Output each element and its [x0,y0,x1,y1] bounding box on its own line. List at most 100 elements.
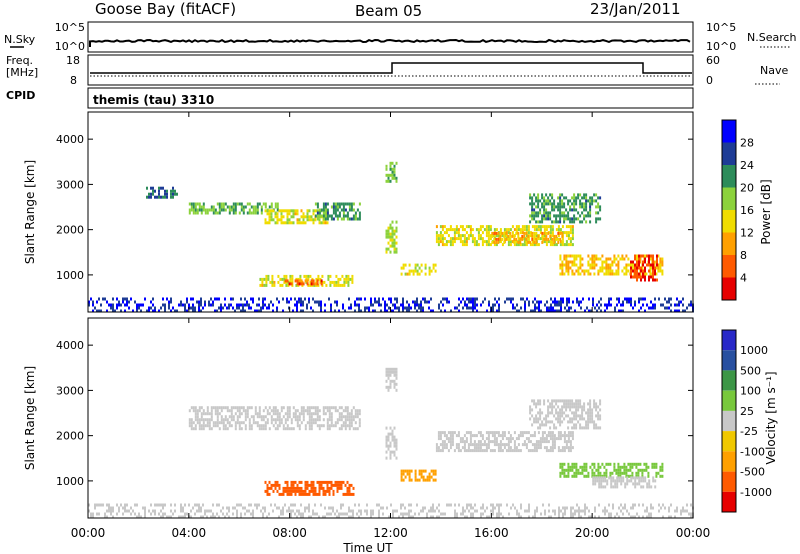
heatmap-cell [439,240,442,244]
heatmap-cell [469,443,472,447]
heatmap-cell [468,509,470,513]
heatmap-cell [226,421,229,425]
heatmap-cell [404,512,406,516]
heatmap-cell [406,472,409,476]
heatmap-cell [565,257,568,261]
heatmap-cell [244,415,247,419]
heatmap-cell [162,297,164,301]
heatmap-cell [432,515,434,519]
heatmap-cell [666,306,668,310]
heatmap-cell [559,471,562,475]
heatmap-cell [439,234,442,238]
heatmap-cell [318,418,321,422]
heatmap-cell [481,443,484,447]
heatmap-cell [565,231,568,235]
heatmap-cell [385,235,388,239]
heatmap-cell [160,306,162,310]
heatmap-cell [347,283,350,287]
heatmap-cell [567,431,570,435]
heatmap-cell [585,426,588,430]
heatmap-cell [292,215,295,219]
heatmap-cell [545,214,548,218]
heatmap-cell [575,196,578,200]
heatmap-cell [531,217,534,221]
heatmap-cell [607,257,610,261]
heatmap-cell [210,409,213,413]
heatmap-cell [285,283,288,287]
heatmap-cell [138,306,140,310]
heatmap-cell [212,503,214,507]
heatmap-cell [518,515,520,519]
heatmap-cell [414,300,416,304]
heatmap-cell [597,269,600,273]
heatmap-cell [535,240,538,244]
heatmap-cell [559,237,562,241]
heatmap-cell [226,418,229,422]
heatmap-cell [622,479,625,483]
heatmap-cell [578,506,580,510]
heatmap-cell [650,503,652,507]
heatmap-cell [500,503,502,507]
heatmap-cell [188,424,191,428]
heatmap-cell [424,266,427,270]
heatmap-cell [439,231,442,235]
heatmap-cell [144,512,146,516]
heatmap-cell [288,209,291,213]
heatmap-cell [443,443,446,447]
heatmap-cell [395,220,398,224]
heatmap-cell [282,492,285,496]
heatmap-cell [521,225,524,229]
heatmap-cell [534,303,536,307]
heatmap-cell [309,283,312,287]
heatmap-cell [491,431,494,435]
heatmap-cell [509,237,512,241]
heatmap-cell [444,297,446,301]
heatmap-cell [202,202,205,206]
heatmap-cell [384,300,386,304]
heatmap-cell [244,297,246,301]
heatmap-cell [630,479,633,483]
heatmap-cell [642,476,645,480]
heatmap-cell [344,409,347,413]
heatmap-cell [597,257,600,261]
heatmap-cell [540,512,542,516]
heatmap-cell [441,431,444,435]
heatmap-cell [597,474,600,478]
x-tick-label: 16:00 [474,526,509,540]
heatmap-cell [445,243,448,247]
heatmap-cell [236,418,239,422]
heatmap-cell [615,269,618,273]
heatmap-cell [581,269,584,273]
heatmap-cell [595,405,598,409]
heatmap-cell [196,211,199,215]
heatmap-cell [503,228,506,232]
heatmap-cell [558,515,560,519]
heatmap-cell [380,506,382,510]
heatmap-cell [573,411,576,415]
heatmap-cell [218,427,221,431]
heatmap-cell [549,199,552,203]
heatmap-cell [188,421,191,425]
heatmap-cell [612,476,615,480]
heatmap-cell [516,512,518,516]
heatmap-cell [278,421,281,425]
heatmap-cell [437,434,440,438]
heatmap-cell [389,223,392,227]
heatmap-cell [668,300,670,304]
heatmap-cell [286,297,288,301]
heatmap-cell [500,512,502,516]
colorbar-segment [722,255,736,278]
heatmap-cell [276,506,278,510]
heatmap-cell [599,402,602,406]
heatmap-cell [148,309,150,313]
heatmap-cell [597,411,600,415]
heatmap-cell [606,306,608,310]
heatmap-cell [497,237,500,241]
heatmap-cell [543,423,546,427]
heatmap-cell [606,482,609,486]
heatmap-cell [402,297,404,301]
heatmap-cell [348,424,351,428]
heatmap-cell [487,437,490,441]
heatmap-cell [302,492,305,496]
heatmap-cell [304,409,307,413]
